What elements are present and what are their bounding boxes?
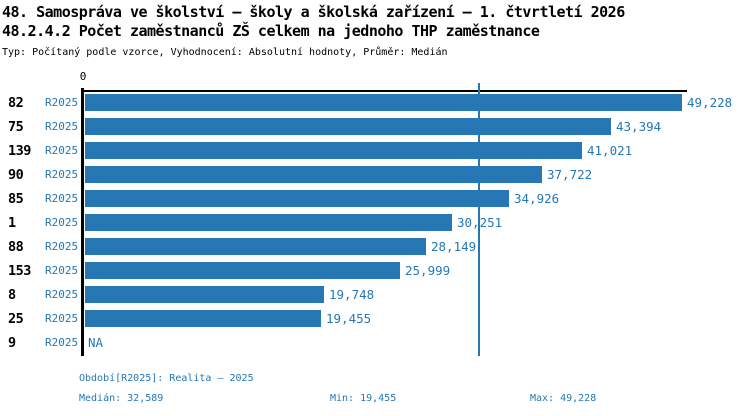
bar-value-label: 19,748 — [329, 287, 375, 302]
row-period-label: R2025 — [45, 96, 79, 109]
bar-value-label: 41,021 — [587, 143, 633, 158]
row-period-label: R2025 — [45, 312, 79, 325]
row-period-label: R2025 — [45, 144, 79, 157]
chart-row: 90 R2025 37,722 — [0, 164, 750, 188]
bar — [85, 262, 400, 279]
row-period-label: R2025 — [45, 168, 79, 181]
row-period-label: R2025 — [45, 288, 79, 301]
footer-period-label: Období[R2025]: Realita – 2025 — [79, 373, 254, 384]
row-period-label: R2025 — [45, 240, 79, 253]
chart-row: 9 R2025 NA — [0, 332, 750, 356]
bar-value-label: 19,455 — [326, 311, 372, 326]
x-axis-line — [81, 90, 687, 92]
row-period-label: R2025 — [45, 192, 79, 205]
row-id-label: 8 — [8, 287, 16, 303]
bar-value-label: 37,722 — [547, 167, 593, 182]
report-meta-line: Typ: Počítaný podle vzorce, Vyhodnocení:… — [2, 47, 448, 58]
row-id-label: 153 — [8, 263, 31, 279]
row-id-label: 1 — [8, 215, 16, 231]
row-period-label: R2025 — [45, 264, 79, 277]
row-id-label: 88 — [8, 239, 24, 255]
row-id-label: 75 — [8, 119, 24, 135]
bar-value-label: 25,999 — [405, 263, 451, 278]
chart-row: 25 R2025 19,455 — [0, 308, 750, 332]
bar — [85, 286, 324, 303]
row-id-label: 82 — [8, 95, 24, 111]
row-id-label: 25 — [8, 311, 24, 327]
bar-value-label: 28,149 — [431, 239, 477, 254]
bar — [85, 94, 682, 111]
bar-value-label: 49,228 — [687, 95, 733, 110]
row-id-label: 85 — [8, 191, 24, 207]
footer-min-label: Min: 19,455 — [330, 393, 397, 404]
chart-row: 153 R2025 25,999 — [0, 260, 750, 284]
row-period-label: R2025 — [45, 336, 79, 349]
chart-row: 75 R2025 43,394 — [0, 116, 750, 140]
bar — [85, 142, 582, 159]
row-period-label: R2025 — [45, 216, 79, 229]
bar — [85, 190, 509, 207]
report-subtitle: 48.2.4.2 Počet zaměstnanců ZŠ celkem na … — [2, 22, 540, 40]
bar — [85, 310, 321, 327]
footer-median-label: Medián: 32,589 — [79, 393, 164, 404]
report-title: 48. Samospráva ve školství – školy a ško… — [2, 3, 625, 21]
bar-value-label: 30,251 — [457, 215, 503, 230]
bar — [85, 214, 452, 231]
chart-row: 139 R2025 41,021 — [0, 140, 750, 164]
footer-max-label: Max: 49,228 — [530, 393, 597, 404]
bar — [85, 118, 611, 135]
chart-row: 8 R2025 19,748 — [0, 284, 750, 308]
chart-row: 1 R2025 30,251 — [0, 212, 750, 236]
y-axis-line — [81, 88, 84, 356]
row-period-label: R2025 — [45, 120, 79, 133]
chart-row: 88 R2025 28,149 — [0, 236, 750, 260]
median-line — [478, 83, 481, 356]
bar-value-label: NA — [88, 335, 104, 350]
bar — [85, 238, 426, 255]
bar-value-label: 34,926 — [514, 191, 560, 206]
bar — [85, 166, 542, 183]
row-id-label: 9 — [8, 335, 16, 351]
chart-row: 85 R2025 34,926 — [0, 188, 750, 212]
row-id-label: 90 — [8, 167, 24, 183]
bar-value-label: 43,394 — [616, 119, 662, 134]
origin-tick-label: 0 — [79, 70, 87, 83]
chart-row: 82 R2025 49,228 — [0, 92, 750, 116]
row-id-label: 139 — [8, 143, 31, 159]
